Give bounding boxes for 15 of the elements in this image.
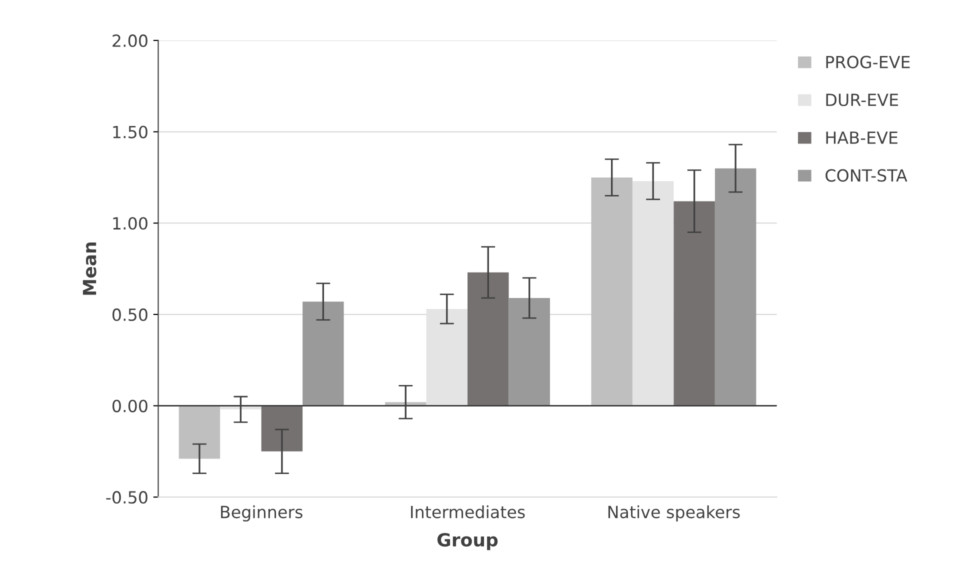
legend-label: CONT-STA — [826, 169, 908, 182]
y-tick-label: 2.00 — [112, 34, 148, 48]
legend-label: PROG-EVE — [826, 56, 910, 68]
y-tick-label: 0.50 — [112, 308, 148, 321]
y-tick-label: -0.50 — [106, 491, 148, 504]
x-tick-label: Native speakers — [608, 505, 740, 522]
y-tick-label: 1.50 — [113, 126, 148, 138]
y-tick-label: 1.00 — [113, 217, 148, 230]
x-tick-label: Intermediates — [411, 505, 525, 518]
legend-label: HAB-EVE — [826, 132, 898, 144]
legend-label: DUR-EVE — [826, 94, 898, 106]
x-axis-title: Group — [437, 532, 498, 550]
x-tick-label: Beginners — [221, 505, 302, 522]
y-tick-label: 0.00 — [112, 400, 148, 412]
y-axis-title: Mean — [82, 242, 96, 295]
